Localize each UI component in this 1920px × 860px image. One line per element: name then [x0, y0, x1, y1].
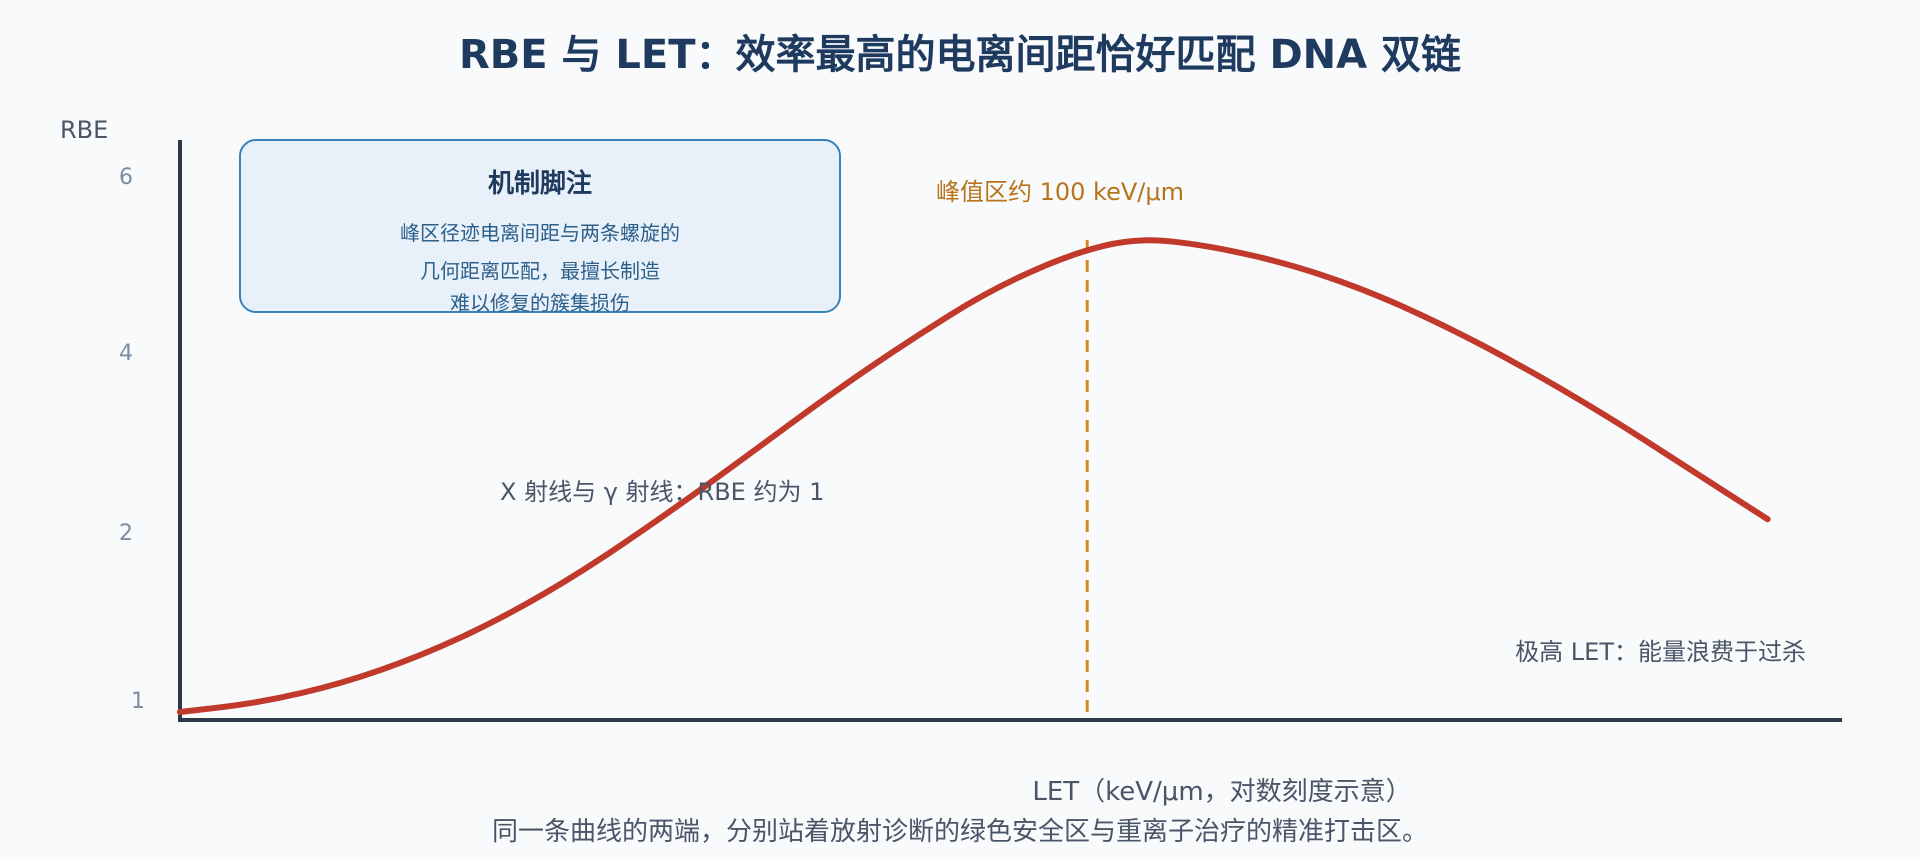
- y-ticks: 6 4 2 1: [119, 165, 145, 714]
- inset-line-1: 峰区径迹电离间距与两条螺旋的: [400, 221, 680, 245]
- inset-box-frame: [239, 139, 841, 313]
- inset-box: 机制脚注 峰区径迹电离间距与两条螺旋的 几何距离匹配，最擅长制造 难以修复的簇集…: [239, 139, 841, 315]
- rbe-curve: [177, 237, 1771, 715]
- x-axis-label: LET（keV/μm，对数刻度示意）: [1032, 777, 1411, 807]
- y-tick-6: 6: [119, 165, 133, 190]
- peak-label: 峰值区约 100 keV/μm: [936, 178, 1184, 206]
- low-let-annotation: X 射线与 γ 射线：RBE 约为 1: [500, 478, 824, 506]
- y-tick-1: 1: [131, 689, 145, 714]
- inset-line-3: 难以修复的簇集损伤: [450, 291, 630, 315]
- inset-title: 机制脚注: [488, 168, 592, 199]
- chart-title: RBE 与 LET：效率最高的电离间距恰好匹配 DNA 双链: [459, 32, 1461, 78]
- inset-line-2: 几何距离匹配，最擅长制造: [420, 259, 660, 283]
- y-tick-4: 4: [119, 341, 133, 366]
- y-tick-2: 2: [119, 521, 133, 546]
- high-let-annotation: 极高 LET：能量浪费于过杀: [1515, 638, 1806, 666]
- chart-caption: 同一条曲线的两端，分别站着放射诊断的绿色安全区与重离子治疗的精准打击区。: [492, 817, 1428, 847]
- y-axis-label: RBE: [60, 116, 108, 144]
